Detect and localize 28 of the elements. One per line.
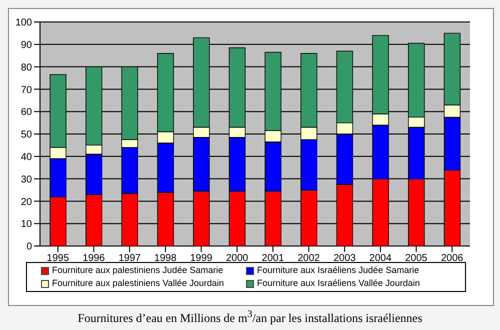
y-tick-label: 100 [15, 18, 32, 29]
x-tick-label: 1999 [190, 253, 213, 264]
y-tick-label: 20 [20, 196, 32, 208]
x-tick-label: 1997 [118, 253, 142, 264]
y-tick-label: 50 [20, 130, 32, 141]
x-tick-label: 2000 [226, 253, 249, 264]
x-tick-label: 2003 [333, 253, 356, 264]
y-tick-label: 70 [20, 84, 32, 96]
legend-label: Fourniture aux palestiniens Judée Samarie [51, 264, 224, 277]
y-tick-label: 60 [20, 107, 32, 118]
x-tick-label: 1995 [46, 253, 70, 264]
y-tick-label: 40 [20, 152, 32, 163]
legend-label: Fourniture aux palestiniens Vallée Jourdain [51, 277, 225, 290]
legend-label: Fourniture aux Israéliens Judée Samarie [256, 264, 420, 277]
x-tick-label: 1996 [82, 253, 106, 264]
x-tick-label: 1998 [154, 253, 177, 264]
y-tick-label: 30 [20, 174, 32, 186]
x-tick-label: 2002 [298, 253, 320, 264]
x-tick-label: 2001 [262, 253, 284, 264]
x-tick-label: 2004 [369, 253, 392, 264]
y-tick-label: 10 [20, 219, 32, 230]
legend-label: Fourniture aux Israéliens Vallée Jourdain [256, 277, 421, 290]
y-tick-label: 90 [20, 40, 32, 51]
y-tick-label: 0 [26, 242, 32, 253]
x-tick-label: 2006 [440, 253, 464, 264]
x-tick-label: 2005 [405, 253, 428, 264]
text: Fournitures d’eau en Millions de m$^{3}$/an par les installations israéliennes [78, 309, 422, 325]
y-tick-label: 80 [20, 62, 32, 74]
